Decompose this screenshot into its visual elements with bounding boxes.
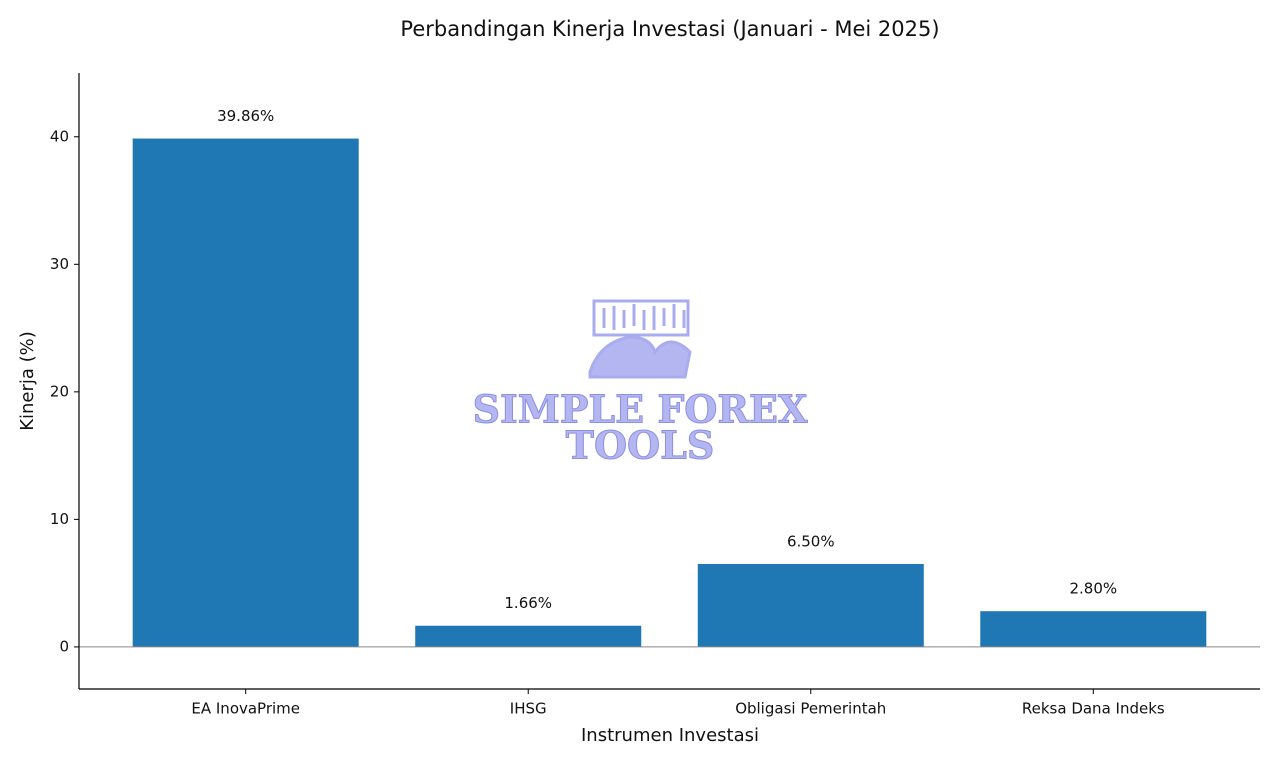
y-tick-label: 10 — [50, 510, 69, 528]
bar — [697, 564, 924, 647]
plot-area: 0 10 20 30 40 EA InovaPrime 39.86% IHSG 1.66% Obl… — [50, 73, 1260, 718]
data-label: 39.86% — [217, 107, 274, 125]
data-label: 2.80% — [1069, 580, 1117, 598]
x-tick-label: EA InovaPrime — [191, 700, 300, 718]
y-tick-label: 30 — [50, 255, 69, 273]
bar — [980, 611, 1207, 647]
chart-title: Perbandingan Kinerja Investasi (Januari … — [400, 17, 939, 41]
data-label: 6.50% — [787, 533, 835, 551]
watermark-text: TOOLS — [566, 423, 715, 468]
watermark-text: SIMPLE FOREX — [473, 387, 808, 432]
y-tick-label: 40 — [50, 127, 69, 145]
watermark-icon — [588, 299, 692, 379]
data-label: 1.66% — [504, 594, 552, 612]
x-tick-label: Reksa Dana Indeks — [1022, 700, 1165, 718]
bar — [132, 138, 359, 647]
y-tick-label: 20 — [50, 382, 69, 400]
x-axis-label: Instrumen Investasi — [581, 725, 759, 746]
bar — [415, 625, 642, 647]
y-axis-label: Kinerja (%) — [17, 331, 38, 431]
x-tick-label: IHSG — [510, 700, 547, 718]
y-tick-label: 0 — [59, 637, 69, 655]
watermark: SIMPLE FOREX TOOLS — [472, 299, 808, 468]
x-tick-label: Obligasi Pemerintah — [735, 700, 886, 718]
